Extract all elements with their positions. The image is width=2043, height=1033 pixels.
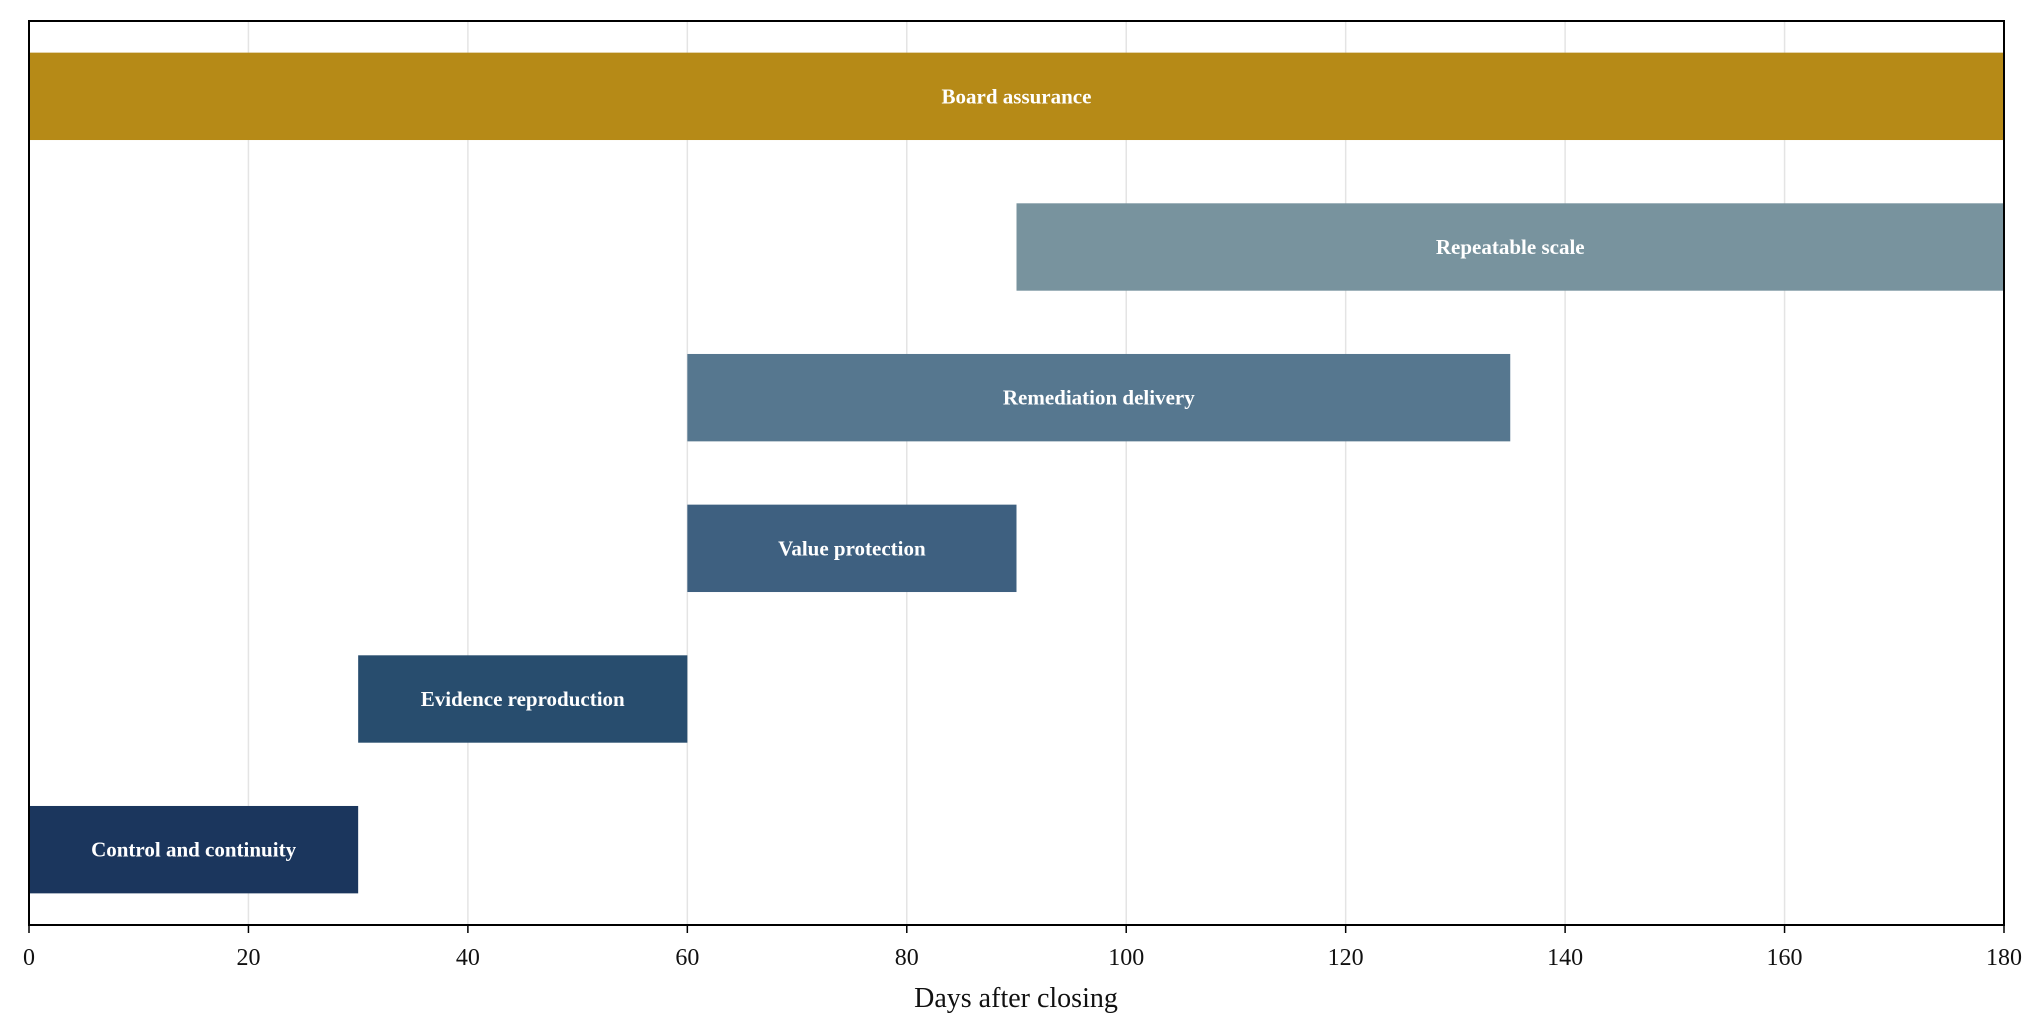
x-tick-label: 180 [1986, 945, 2022, 971]
x-tick-label: 0 [23, 945, 35, 971]
x-tick-label: 20 [236, 945, 260, 971]
bar [687, 353, 1511, 442]
bar-label: Value protection [778, 536, 926, 560]
bar [687, 504, 1017, 593]
bar [29, 805, 359, 894]
bar [358, 655, 688, 743]
x-tick-label: 140 [1547, 945, 1583, 971]
bar-label: Repeatable scale [1436, 235, 1585, 259]
x-tick-label: 120 [1328, 945, 1364, 971]
plot-frame [28, 20, 2005, 926]
bar [1016, 203, 2004, 291]
bar-label: Control and continuity [91, 838, 296, 862]
x-axis-ticks: 0 20 40 60 80 100 120 140 160 180 [23, 925, 2022, 971]
grid-lines [247, 21, 1786, 925]
bar [29, 52, 2004, 141]
x-axis-title: Days after closing [914, 983, 1118, 1014]
x-tick-label: 60 [675, 945, 699, 971]
x-tick-label: 100 [1108, 945, 1144, 971]
x-tick-label: 40 [456, 945, 480, 971]
bar-label: Remediation delivery [1003, 386, 1195, 410]
bar-label: Evidence reproduction [421, 687, 625, 711]
bar-label: Board assurance [942, 84, 1092, 108]
x-tick-label: 160 [1767, 945, 1803, 971]
x-tick-label: 80 [895, 945, 919, 971]
bars: Control and continuity Evidence reproduct… [29, 52, 2004, 894]
